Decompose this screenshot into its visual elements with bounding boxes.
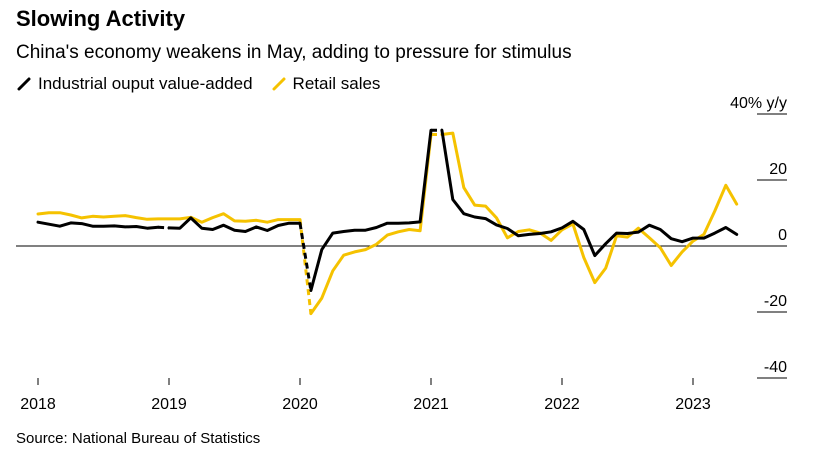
series-line-industrial [36, 220, 160, 230]
legend-label-industrial: Industrial ouput value-added [38, 74, 253, 93]
x-tick-label: 2018 [20, 396, 56, 413]
legend-label-retail: Retail sales [292, 74, 381, 93]
source-note: Source: National Bureau of Statistics [16, 430, 261, 447]
series-line-industrial-dashed [158, 225, 170, 230]
y-tick-label: -20 [764, 293, 787, 310]
chart-subtitle: China's economy weakens in May, adding t… [16, 42, 572, 63]
series-line-retail [36, 211, 302, 224]
legend-item-retail: Retail sales [271, 74, 381, 94]
x-tick-label: 2021 [413, 396, 449, 413]
y-tick-label: 20 [769, 161, 787, 178]
y-tick-label: -40 [764, 359, 787, 376]
y-tick-label: 0 [778, 227, 787, 244]
series-line-industrial [309, 128, 433, 292]
slash-line-icon [17, 77, 31, 91]
series-line-retail [309, 133, 433, 316]
x-tick-label: 2020 [282, 396, 318, 413]
series-line-industrial [440, 128, 739, 258]
chart-title: Slowing Activity [16, 6, 186, 31]
series-line-industrial [167, 216, 302, 233]
y-tick-label: 40% y/y [730, 95, 787, 112]
legend: Industrial ouput value-added Retail sale… [16, 74, 398, 94]
series-line-industrial-dashed [298, 222, 313, 291]
x-tick-label: 2023 [675, 396, 711, 413]
series-line-retail [440, 131, 739, 285]
x-tick-label: 2022 [544, 396, 580, 413]
slash-line-icon [272, 77, 286, 91]
x-tick-label: 2019 [151, 396, 187, 413]
legend-item-industrial: Industrial ouput value-added [16, 74, 253, 94]
